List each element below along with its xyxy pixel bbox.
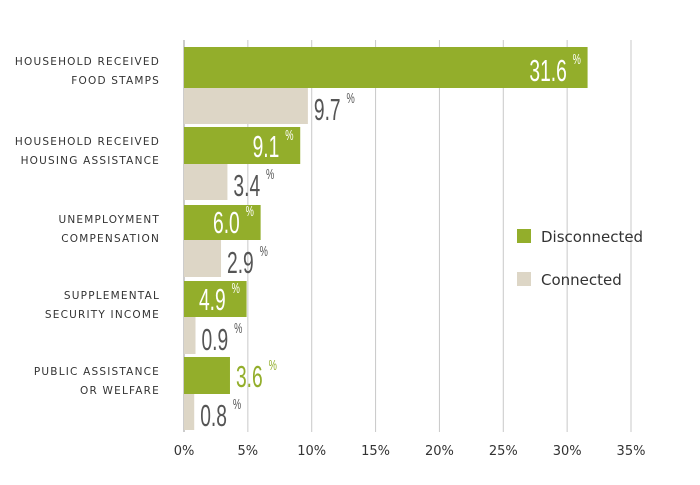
data-label-percent: % <box>246 203 254 220</box>
data-label-percent: % <box>260 243 268 260</box>
data-label-disconnected: 9.1% <box>253 127 294 164</box>
data-label-percent: % <box>269 357 277 374</box>
category-label: UNEMPLOYMENT <box>58 214 160 226</box>
data-label-percent: % <box>234 320 242 337</box>
legend-swatch-disconnected <box>517 229 531 243</box>
data-label-value: 3.6 <box>236 361 263 395</box>
data-label-value: 6.0 <box>213 207 240 241</box>
x-tick-label: 30% <box>553 444 582 459</box>
category-label: HOUSEHOLD RECEIVED <box>15 56 160 68</box>
data-label-value: 0.8 <box>200 400 227 434</box>
bar-disconnected <box>184 205 261 240</box>
data-label-connected: 0.8% <box>200 396 241 433</box>
x-tick-label: 10% <box>297 444 326 459</box>
category-label: COMPENSATION <box>61 233 160 245</box>
data-label-percent: % <box>233 396 241 413</box>
data-label-value: 31.6 <box>529 55 566 89</box>
data-label-connected: 2.9% <box>227 243 268 280</box>
data-label-connected: 3.4% <box>233 166 274 203</box>
data-label-percent: % <box>347 90 355 107</box>
x-tick-label: 35% <box>617 444 646 459</box>
legend-label-disconnected: Disconnected <box>541 228 643 246</box>
data-label-value: 2.9 <box>227 247 254 281</box>
data-label-disconnected: 6.0% <box>213 203 254 240</box>
x-tick-label: 15% <box>361 444 390 459</box>
bar-connected <box>184 88 308 124</box>
data-label-percent: % <box>285 127 293 144</box>
data-label-percent: % <box>266 166 274 183</box>
category-label: HOUSEHOLD RECEIVED <box>15 136 160 148</box>
bar-disconnected <box>184 127 301 164</box>
bar-disconnected <box>184 357 230 394</box>
data-label-connected: 0.9% <box>201 320 242 357</box>
data-label-value: 9.1 <box>253 131 280 165</box>
category-label: PUBLIC ASSISTANCE <box>34 366 160 378</box>
data-label-connected: 9.7% <box>314 90 355 127</box>
category-label: OR WELFARE <box>80 385 160 397</box>
data-label-value: 9.7 <box>314 94 341 128</box>
bar-connected <box>184 164 228 200</box>
x-tick-label: 0% <box>174 444 195 459</box>
data-label-disconnected: 4.9% <box>199 280 240 317</box>
data-label-value: 3.4 <box>233 170 260 204</box>
data-label-value: 0.9 <box>201 324 228 358</box>
data-label-percent: % <box>232 280 240 297</box>
data-label-percent: % <box>573 51 581 68</box>
bar-disconnected <box>184 281 247 317</box>
bar-connected <box>184 240 222 277</box>
category-label: SUPPLEMENTAL <box>64 290 160 302</box>
data-label-value: 4.9 <box>199 284 226 318</box>
bar-connected <box>184 317 196 354</box>
bar-disconnected <box>184 47 588 88</box>
category-label: HOUSING ASSISTANCE <box>21 155 160 167</box>
data-label-disconnected: 31.6% <box>529 51 580 88</box>
legend-swatch-connected <box>517 272 531 286</box>
category-label: FOOD STAMPS <box>71 75 160 87</box>
x-tick-label: 25% <box>489 444 518 459</box>
x-tick-label: 20% <box>425 444 454 459</box>
x-tick-label: 5% <box>238 444 259 459</box>
bar-connected <box>184 394 195 430</box>
category-label: SECURITY INCOME <box>45 309 160 321</box>
data-label-disconnected: 3.6% <box>236 357 277 394</box>
legend-label-connected: Connected <box>541 271 622 289</box>
